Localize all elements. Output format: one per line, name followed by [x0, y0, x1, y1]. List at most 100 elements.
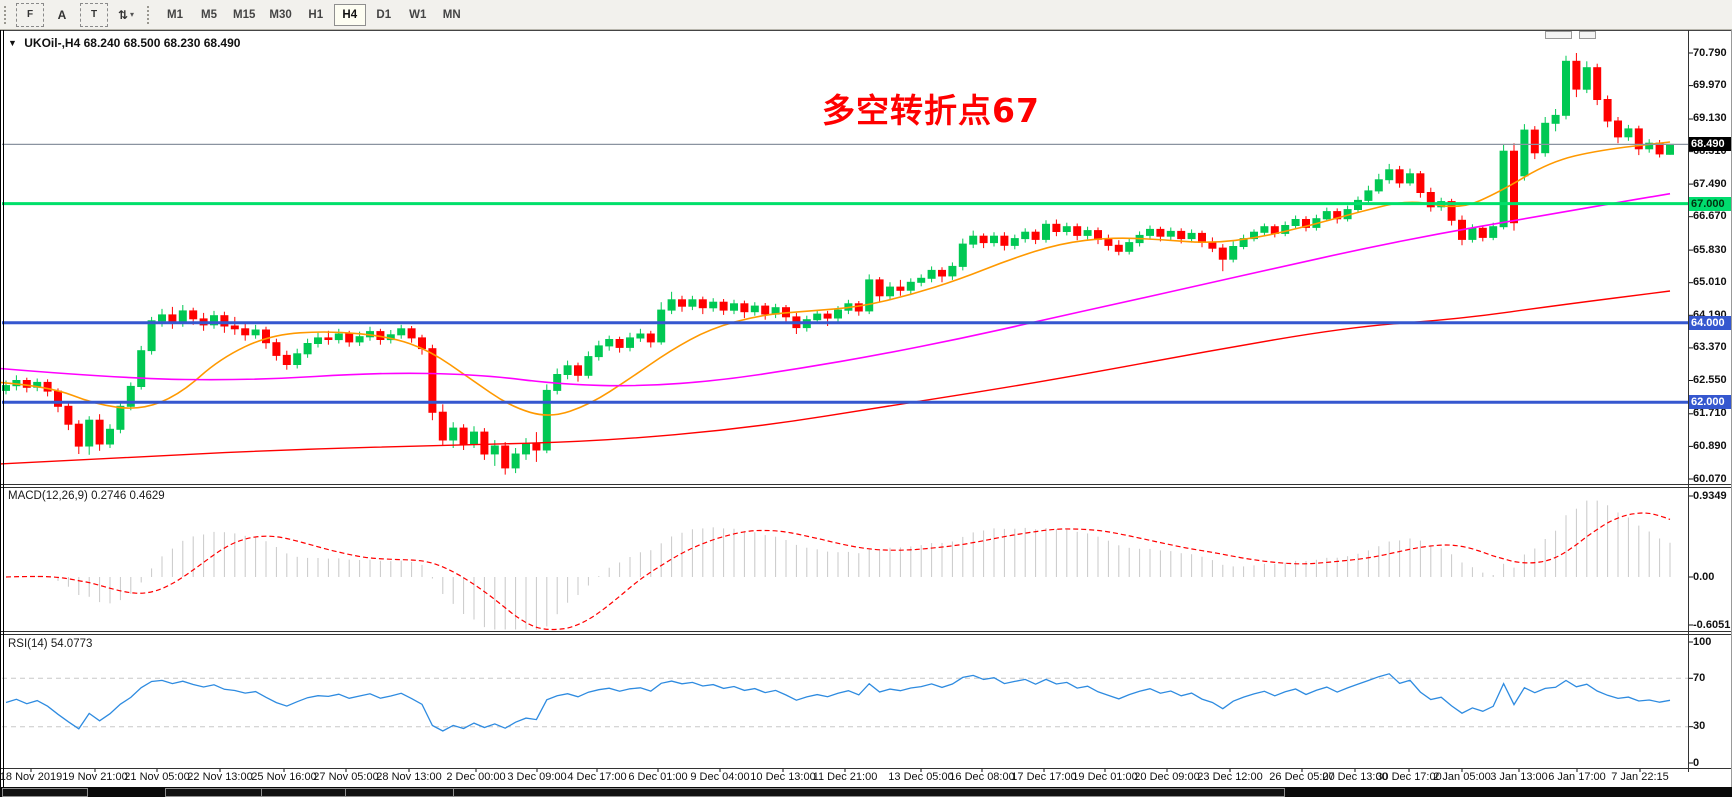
macd-signal-line [5, 512, 1671, 631]
candle-body [189, 310, 198, 320]
timeframe-button-h1[interactable]: H1 [308, 8, 324, 21]
taskbar-item[interactable] [2, 788, 88, 797]
candle-body [1031, 231, 1040, 240]
timeframe-button-mn[interactable]: MN [442, 8, 461, 21]
toolbar-grip[interactable] [4, 5, 11, 24]
level-badge-62.000: 62.000 [1689, 395, 1731, 410]
price-tick-label: 69.970 [1693, 79, 1727, 92]
taskbar [0, 787, 1732, 797]
font-a-icon[interactable]: A [57, 7, 67, 22]
candle-body [1447, 201, 1456, 221]
time-axis-label: 11 Dec 21:00 [812, 771, 878, 783]
candle-body [615, 339, 624, 348]
candle-body [137, 350, 146, 388]
panel-divider[interactable] [0, 484, 1732, 485]
candle-body [293, 353, 302, 365]
candle-body [1229, 246, 1238, 260]
time-axis-label: 30 Dec 17:00 [1376, 771, 1442, 783]
timeframe-button-h4[interactable]: H4 [333, 3, 366, 26]
candle-body [178, 310, 187, 324]
text-t-icon[interactable]: T [80, 2, 108, 27]
candle-body [501, 445, 510, 469]
current-price-badge: 68.490 [1689, 137, 1731, 152]
timeframe-button-m30[interactable]: M30 [269, 8, 292, 21]
candle-body [1302, 219, 1310, 228]
candle-body [345, 333, 354, 343]
candle-body [969, 235, 978, 245]
candle-body [303, 343, 312, 355]
timeframe-button-m1[interactable]: M1 [167, 8, 183, 21]
rsi-tick-label: 0 [1693, 756, 1700, 769]
arrow-styles-button[interactable]: ⇅ ▾ [110, 4, 142, 26]
candle-body [511, 453, 520, 469]
candle-body [459, 427, 468, 445]
window-fragment [1545, 31, 1572, 39]
candle-body [1322, 211, 1331, 220]
candle-body [990, 235, 998, 244]
candle-body [626, 337, 634, 348]
taskbar-item[interactable] [453, 788, 1285, 797]
level-badge-67.000: 67.000 [1689, 196, 1731, 211]
timeframe-button-m5[interactable]: M5 [201, 8, 217, 21]
timeframe-button-m15[interactable]: M15 [233, 8, 256, 21]
panel-divider[interactable] [0, 634, 1732, 635]
timeframe-button-w1[interactable]: W1 [409, 8, 427, 21]
chevron-down-icon: ▾ [130, 10, 135, 19]
taskbar-item[interactable] [261, 788, 347, 797]
taskbar-item[interactable] [345, 788, 455, 797]
macd-tick-label: 0.9349 [1693, 489, 1727, 502]
candle-body [220, 315, 229, 327]
candle-body [1406, 173, 1414, 184]
grid-f-icon[interactable]: F [16, 2, 44, 27]
time-axis-label: 6 Dec 01:00 [628, 771, 688, 783]
time-axis-label: 17 Dec 17:00 [1011, 771, 1077, 783]
candle-body [636, 333, 645, 339]
timeframe-button-d1[interactable]: D1 [376, 8, 392, 21]
candle-body [1062, 226, 1071, 232]
candle-body [116, 405, 125, 430]
candle-body [1520, 129, 1529, 177]
candle-body [688, 299, 697, 307]
candle-body [1281, 225, 1290, 234]
candle-body [1208, 242, 1217, 249]
candle-body [54, 390, 62, 407]
candle-body [979, 235, 988, 244]
candle-body [1250, 231, 1258, 240]
macd-tick-label: -0.6051 [1693, 618, 1731, 631]
candle-body [334, 333, 343, 341]
candle-body [574, 365, 582, 376]
taskbar-item[interactable] [165, 788, 263, 797]
chart-symbol: UKOil-,H4 [24, 36, 81, 50]
panel-divider[interactable] [0, 631, 1732, 632]
time-axis-label: 2 Dec 00:00 [446, 771, 506, 783]
rsi-label: RSI(14) 54.0773 [8, 638, 93, 650]
candle-body [1104, 238, 1113, 246]
candle-body [64, 405, 73, 425]
panel-divider[interactable] [0, 487, 1732, 488]
rsi-line [5, 673, 1671, 732]
time-axis-label: 23 Dec 12:00 [1197, 771, 1263, 783]
candle-body [1010, 238, 1019, 246]
candle-body [1114, 244, 1123, 252]
candle-body [1385, 169, 1394, 181]
rsi-tick-label: 70 [1693, 671, 1706, 684]
candle-body [958, 243, 967, 267]
candle-body [2, 385, 10, 391]
time-axis-label: 22 Nov 13:00 [187, 771, 253, 783]
candle-body [709, 301, 718, 309]
price-tick-label: 65.010 [1693, 276, 1727, 289]
rsi-tick-label: 100 [1693, 635, 1712, 648]
candle-body [1000, 235, 1009, 246]
candle-body [1094, 230, 1102, 240]
time-axis-label: 27 Dec 13:00 [1322, 771, 1388, 783]
candle-body [397, 328, 406, 336]
price-tick-label: 66.670 [1693, 210, 1727, 223]
toolbar-grip[interactable] [147, 5, 154, 24]
candle-body [698, 299, 707, 309]
ma-mid-line [0, 192, 1671, 387]
candle-body [95, 419, 104, 445]
ma-fast-line [0, 141, 1671, 416]
candle-body [355, 336, 364, 343]
